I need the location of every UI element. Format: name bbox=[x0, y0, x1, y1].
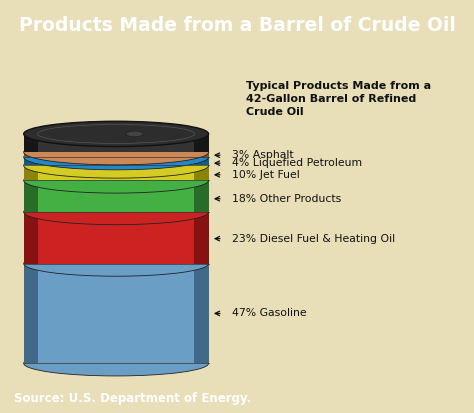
Bar bbox=[24, 157, 38, 166]
Text: Products Made from a Barrel of Crude Oil: Products Made from a Barrel of Crude Oil bbox=[18, 16, 456, 35]
Text: 3% Asphalt: 3% Asphalt bbox=[232, 150, 294, 160]
Ellipse shape bbox=[24, 168, 209, 193]
Ellipse shape bbox=[126, 131, 143, 137]
Text: 23% Diesel Fuel & Heating Oil: 23% Diesel Fuel & Heating Oil bbox=[232, 234, 395, 244]
Text: 47% Gasoline: 47% Gasoline bbox=[232, 309, 307, 318]
Bar bbox=[24, 180, 209, 212]
Ellipse shape bbox=[24, 153, 209, 178]
Ellipse shape bbox=[24, 199, 209, 225]
Ellipse shape bbox=[24, 145, 209, 170]
Bar bbox=[194, 134, 209, 152]
Bar bbox=[24, 180, 38, 212]
Bar bbox=[24, 166, 209, 180]
Bar bbox=[194, 180, 209, 212]
Bar bbox=[24, 152, 38, 157]
Text: 4% Liquefied Petroleum: 4% Liquefied Petroleum bbox=[232, 158, 363, 168]
Ellipse shape bbox=[24, 121, 209, 147]
Ellipse shape bbox=[24, 351, 209, 376]
Bar bbox=[24, 157, 209, 166]
Bar bbox=[24, 212, 209, 263]
Text: Source: U.S. Department of Energy.: Source: U.S. Department of Energy. bbox=[14, 392, 251, 405]
Text: 10% Jet Fuel: 10% Jet Fuel bbox=[232, 170, 300, 180]
Bar bbox=[194, 166, 209, 180]
Ellipse shape bbox=[24, 251, 209, 276]
Bar bbox=[194, 212, 209, 263]
Text: Typical Products Made from a
42-Gallon Barrel of Refined
Crude Oil: Typical Products Made from a 42-Gallon B… bbox=[246, 81, 432, 117]
Bar bbox=[24, 152, 209, 157]
Bar bbox=[194, 152, 209, 157]
Bar bbox=[194, 263, 209, 363]
Text: 18% Other Products: 18% Other Products bbox=[232, 194, 341, 204]
Bar bbox=[24, 134, 38, 152]
Bar bbox=[24, 166, 38, 180]
Bar bbox=[24, 134, 209, 152]
Bar bbox=[194, 157, 209, 166]
Ellipse shape bbox=[24, 140, 209, 165]
Bar bbox=[24, 212, 38, 263]
Bar bbox=[24, 263, 209, 363]
Bar bbox=[24, 263, 38, 363]
